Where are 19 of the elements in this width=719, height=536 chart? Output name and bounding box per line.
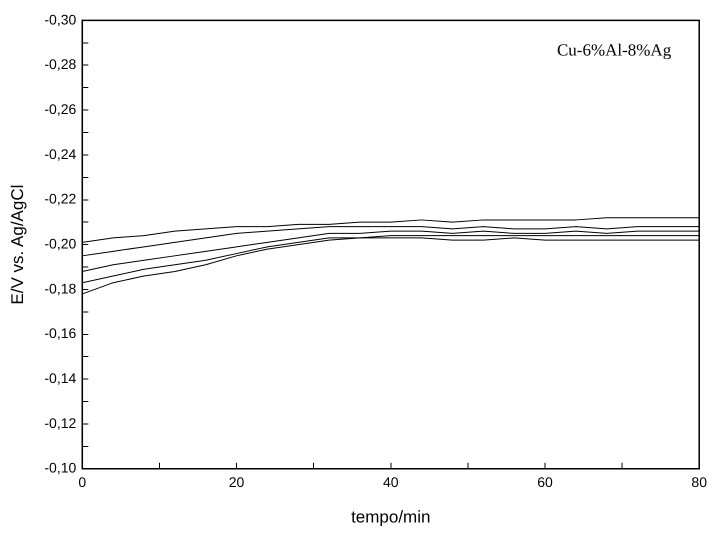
y-axis-title: E/V vs. Ag/AgCl xyxy=(8,184,27,305)
x-tick-label: 20 xyxy=(228,474,245,490)
annotation: Cu-6%Al-8%Ag xyxy=(556,40,672,60)
y-tick-label: -0,16 xyxy=(44,325,77,342)
x-tick-label: 40 xyxy=(382,474,399,490)
y-tick-label: -0,24 xyxy=(44,146,77,162)
y-tick-label: -0,20 xyxy=(44,235,77,252)
y-tick-label: -0,12 xyxy=(44,414,77,431)
y-tick-label: -0,22 xyxy=(44,190,77,207)
x-tick-label: 80 xyxy=(691,474,708,490)
x-tick-label: 0 xyxy=(78,474,86,490)
y-tick-label: -0,18 xyxy=(44,280,77,296)
y-tick-label: -0,10 xyxy=(44,460,77,476)
x-tick-label: 60 xyxy=(537,474,553,490)
y-tick-label: -0,28 xyxy=(44,56,77,72)
x-axis-title: tempo/min xyxy=(351,507,430,526)
y-tick-label: -0,30 xyxy=(44,11,77,28)
y-tick-label: -0,14 xyxy=(44,370,77,386)
y-tick-label: -0,26 xyxy=(44,100,77,117)
